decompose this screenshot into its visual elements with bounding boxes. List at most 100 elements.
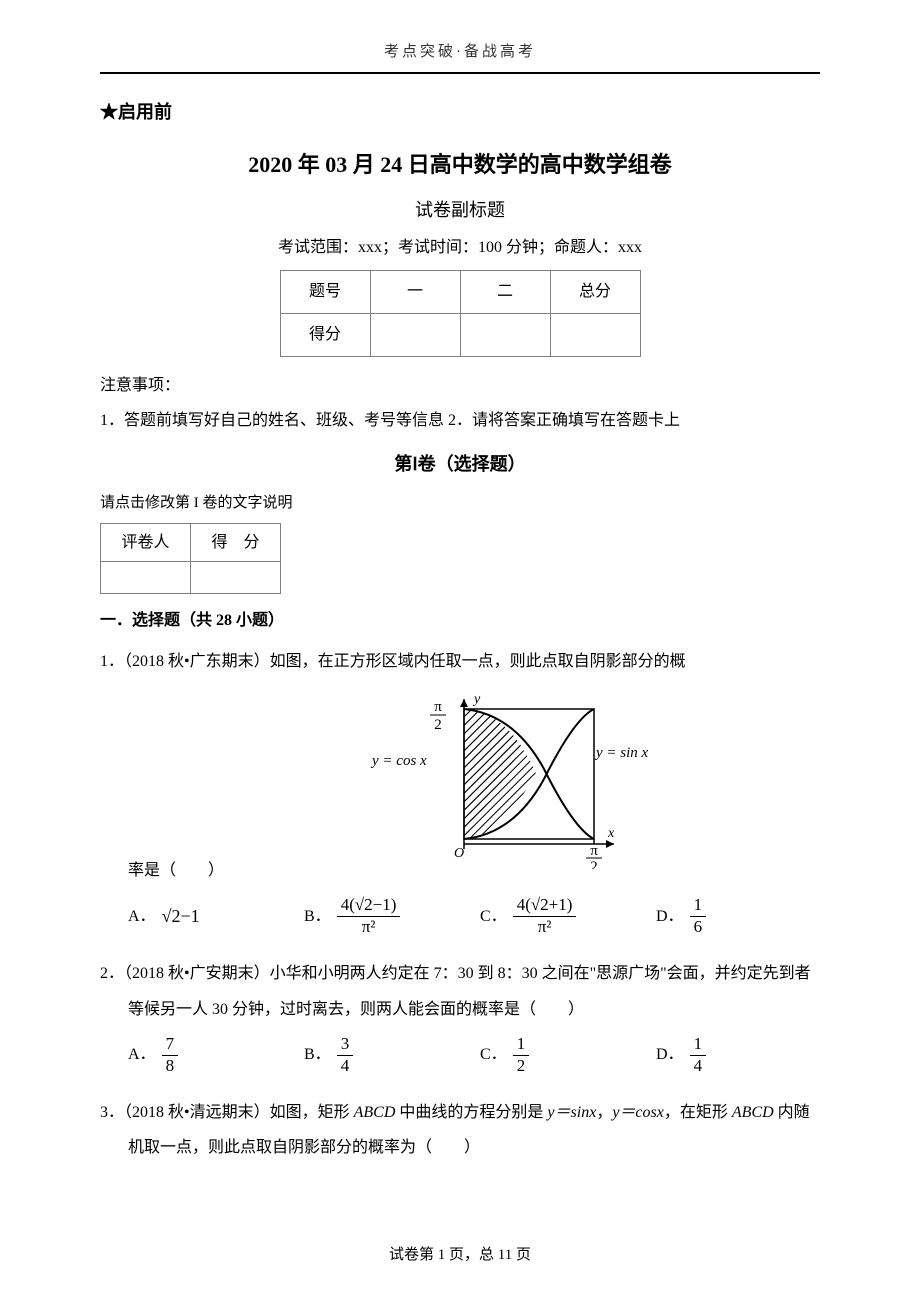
text-part: ，在矩形 xyxy=(664,1104,732,1121)
col-header: 题号 xyxy=(280,271,370,314)
chart-svg: y x O π 2 π 2 y = cos x y = sin x xyxy=(364,689,654,869)
option-c: C． 1 2 xyxy=(480,1035,644,1075)
option-label: C． xyxy=(480,899,507,934)
option-b: B． 4(√2−1) π² xyxy=(304,896,468,936)
text-part: 中曲线的方程分别是 xyxy=(395,1104,547,1121)
numerator: 1 xyxy=(690,1035,707,1056)
option-label: A． xyxy=(128,899,156,934)
empty-cell xyxy=(191,562,281,594)
table-row: 题号 一 二 总分 xyxy=(280,271,640,314)
option-label: B． xyxy=(304,899,331,934)
total-pages: 11 xyxy=(498,1247,512,1263)
question-1: 1．（2018 秋•广东期末）如图，在正方形区域内任取一点，则此点取自阴影部分的… xyxy=(100,644,820,937)
empty-cell xyxy=(550,313,640,356)
pi2-bot-den: 2 xyxy=(590,859,598,869)
option-d: D． 1 4 xyxy=(656,1035,820,1075)
footer-prefix: 试卷第 xyxy=(389,1247,438,1263)
question-number: 1． xyxy=(100,653,124,670)
table-row: 得分 xyxy=(280,313,640,356)
equation: y＝cosx xyxy=(612,1104,664,1121)
option-value: √2−1 xyxy=(162,897,200,937)
pi2-top-den: 2 xyxy=(434,717,442,733)
qiyong-marker: ★启用前 xyxy=(100,98,820,127)
empty-cell xyxy=(101,562,191,594)
score-table: 题号 一 二 总分 得分 xyxy=(280,270,641,356)
question-stem: （2018 秋•广安期末）小华和小明两人约定在 7：30 到 8：30 之间在"… xyxy=(124,965,811,1017)
denominator: 4 xyxy=(690,1056,707,1076)
fraction: 1 2 xyxy=(513,1035,530,1075)
pi2-top-num: π xyxy=(434,699,442,715)
subtitle: 试卷副标题 xyxy=(100,196,820,225)
fraction: 4(√2+1) π² xyxy=(513,896,577,936)
q1-diagram: y x O π 2 π 2 y = cos x y = sin x xyxy=(364,689,654,882)
question-stem: （2018 秋•广东期末）如图，在正方形区域内任取一点，则此点取自阴影部分的概 xyxy=(124,653,686,670)
fraction: 3 4 xyxy=(337,1035,354,1075)
notice-title: 注意事项： xyxy=(100,373,820,399)
question-3: 3．（2018 秋•清远期末）如图，矩形 ABCD 中曲线的方程分别是 y＝si… xyxy=(100,1095,820,1165)
text-part: ， xyxy=(596,1104,612,1121)
fraction: 1 4 xyxy=(690,1035,707,1075)
question-text: 2．（2018 秋•广安期末）小华和小明两人约定在 7：30 到 8：30 之间… xyxy=(100,956,820,1026)
numerator: 4(√2+1) xyxy=(513,896,577,917)
x-axis-label: x xyxy=(607,826,615,841)
denominator: 2 xyxy=(513,1056,530,1076)
grader-label: 评卷人 xyxy=(101,523,191,562)
question-2: 2．（2018 秋•广安期末）小华和小明两人约定在 7：30 到 8：30 之间… xyxy=(100,956,820,1075)
y-axis-label: y xyxy=(472,692,481,707)
section-title: 第Ⅰ卷（选择题） xyxy=(100,450,820,479)
empty-cell xyxy=(370,313,460,356)
table-row: 评卷人 得 分 xyxy=(101,523,281,562)
denominator: 8 xyxy=(162,1056,179,1076)
option-label: A． xyxy=(128,1037,156,1072)
option-label: B． xyxy=(304,1037,331,1072)
numerator: 3 xyxy=(337,1035,354,1056)
abcd: ABCD xyxy=(354,1104,396,1121)
page-footer: 试卷第 1 页，总 11 页 xyxy=(0,1243,920,1267)
origin-label: O xyxy=(454,846,464,861)
col-header: 一 xyxy=(370,271,460,314)
footer-mid: 页，总 xyxy=(445,1247,498,1263)
table-row xyxy=(101,562,281,594)
fraction: 4(√2−1) π² xyxy=(337,896,401,936)
category-title: 一．选择题（共 28 小题） xyxy=(100,608,820,634)
empty-cell xyxy=(460,313,550,356)
notice-line: 1．答题前填写好自己的姓名、班级、考号等信息 2．请将答案正确填写在答题卡上 xyxy=(100,408,820,434)
denominator: π² xyxy=(358,917,380,937)
main-title: 2020 年 03 月 24 日高中数学的高中数学组卷 xyxy=(100,147,820,182)
option-b: B． 3 4 xyxy=(304,1035,468,1075)
option-c: C． 4(√2+1) π² xyxy=(480,896,644,936)
sinx-label: y = sin x xyxy=(594,745,649,761)
equation: y＝sinx xyxy=(547,1104,596,1121)
option-a: A． √2−1 xyxy=(128,897,292,937)
question-number: 2． xyxy=(100,965,124,982)
footer-suffix: 页 xyxy=(512,1247,531,1263)
header-rule xyxy=(100,72,820,74)
pi2-bot-num: π xyxy=(590,843,598,859)
option-label: D． xyxy=(656,1037,684,1072)
option-label: D． xyxy=(656,899,684,934)
question-text: 3．（2018 秋•清远期末）如图，矩形 ABCD 中曲线的方程分别是 y＝si… xyxy=(100,1095,820,1165)
option-a: A． 7 8 xyxy=(128,1035,292,1075)
abcd: ABCD xyxy=(732,1104,774,1121)
numerator: 4(√2−1) xyxy=(337,896,401,917)
text-part: （2018 秋•清远期末）如图，矩形 xyxy=(124,1104,354,1121)
section-desc: 请点击修改第 I 卷的文字说明 xyxy=(100,491,820,515)
q2-options: A． 7 8 B． 3 4 C． 1 2 xyxy=(100,1035,820,1075)
fraction: 1 6 xyxy=(690,896,707,936)
cosx-label: y = cos x xyxy=(370,753,427,769)
option-d: D． 1 6 xyxy=(656,896,820,936)
numerator: 7 xyxy=(162,1035,179,1056)
denominator: π² xyxy=(534,917,556,937)
denominator: 6 xyxy=(690,917,707,937)
col-header: 总分 xyxy=(550,271,640,314)
denominator: 4 xyxy=(337,1056,354,1076)
col-header: 二 xyxy=(460,271,550,314)
exam-info: 考试范围：xxx；考试时间：100 分钟；命题人：xxx xyxy=(100,235,820,261)
option-label: C． xyxy=(480,1037,507,1072)
numerator: 1 xyxy=(513,1035,530,1056)
grader-table: 评卷人 得 分 xyxy=(100,523,281,595)
question-stem-end: 率是（ ） xyxy=(128,853,224,888)
numerator: 1 xyxy=(690,896,707,917)
question-text: 1．（2018 秋•广东期末）如图，在正方形区域内任取一点，则此点取自阴影部分的… xyxy=(100,644,820,679)
question-number: 3． xyxy=(100,1104,124,1121)
